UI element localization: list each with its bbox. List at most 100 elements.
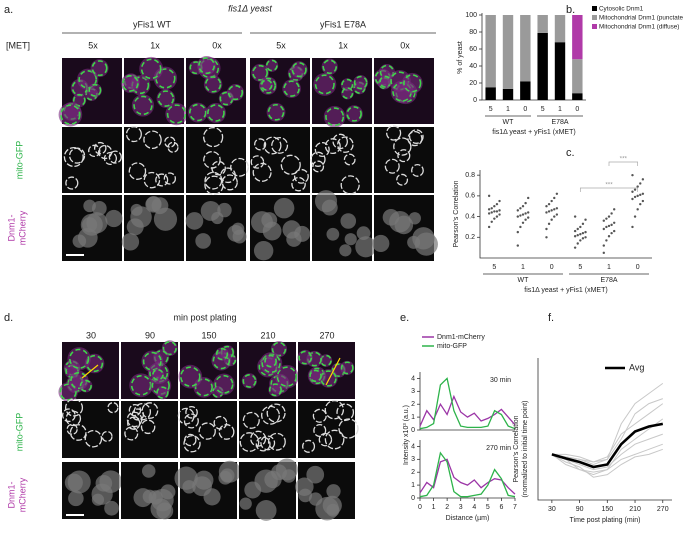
individual-line: [551, 448, 663, 478]
point: [581, 222, 585, 226]
point: [581, 237, 585, 240]
point: [639, 202, 642, 206]
bar-segment: [554, 42, 566, 100]
point: [602, 251, 605, 255]
mito: [280, 154, 301, 175]
mito: [340, 175, 360, 195]
mito: [59, 383, 77, 401]
mito: [259, 77, 277, 94]
point: [579, 239, 582, 242]
legend-label: Mitochondrial Dnm1 (diffuse): [599, 23, 679, 30]
point: [524, 201, 527, 205]
y-tick-label: 1: [411, 482, 415, 489]
mito: [271, 136, 289, 154]
point: [550, 218, 553, 221]
point: [493, 217, 496, 220]
point: [498, 213, 501, 216]
x-tick-label: 5: [541, 106, 545, 113]
x-tick-label: 5: [486, 504, 490, 511]
mito: [313, 423, 327, 437]
mito: [322, 59, 337, 75]
point: [545, 227, 548, 231]
mito: [267, 432, 286, 451]
mito: [140, 419, 156, 435]
point: [584, 230, 587, 234]
cell: [355, 236, 377, 258]
cell: [185, 212, 204, 230]
y-tick-label: 4: [411, 443, 415, 450]
micrograph: [124, 127, 184, 193]
y-tick-label: 4: [411, 375, 415, 382]
x-tick-label: 30: [548, 506, 556, 513]
cell: [83, 199, 96, 213]
mito: [65, 176, 79, 190]
point: [550, 199, 553, 203]
x-tick-label: 0: [636, 264, 640, 271]
axis: [479, 170, 652, 259]
mito: [213, 415, 228, 430]
mito: [79, 379, 92, 392]
y-axis-label: Pearson's Correlation: [453, 180, 460, 247]
cell: [356, 226, 371, 241]
cell: [203, 488, 221, 506]
row-label: Dnm1-: [6, 481, 16, 508]
point: [631, 197, 634, 201]
point: [553, 208, 556, 211]
bar-segment: [502, 15, 514, 89]
mito: [324, 429, 345, 450]
y-tick-label: 0: [411, 427, 415, 434]
mito: [66, 423, 78, 435]
mito: [302, 439, 316, 453]
x-tick-label: 270: [657, 506, 669, 513]
cell: [326, 484, 341, 499]
y-tick-label: 80: [469, 29, 477, 36]
mito: [403, 74, 422, 93]
mito: [128, 162, 147, 180]
cell: [82, 217, 98, 233]
mito: [291, 176, 306, 192]
mito: [101, 430, 113, 442]
mito: [242, 411, 260, 429]
dose-label: 1x: [150, 40, 160, 50]
y-tick-label: 3: [411, 456, 415, 463]
x-tick-label: 1: [558, 106, 562, 113]
cell: [120, 73, 140, 93]
y-tick-label: 2: [411, 401, 415, 408]
mito: [397, 149, 411, 163]
cell: [141, 350, 164, 373]
point: [495, 210, 499, 213]
group-label: WT: [503, 119, 515, 126]
point: [553, 196, 556, 200]
point: [584, 236, 587, 239]
legend-label: Dnm1-mCherry: [437, 334, 485, 341]
mito: [166, 104, 187, 124]
time-title: min post plating: [173, 312, 236, 322]
bar-segment: [572, 93, 583, 100]
point: [573, 229, 577, 233]
cell: [306, 465, 325, 484]
mito: [215, 347, 229, 361]
cell: [67, 470, 91, 494]
cell: [153, 207, 178, 231]
micrograph: [180, 401, 237, 458]
mito: [337, 136, 354, 153]
cell: [126, 218, 144, 236]
x-tick-label: 5: [489, 106, 493, 113]
bar-segment: [554, 15, 566, 43]
mito: [183, 435, 201, 453]
met-label: [MET]: [6, 40, 30, 50]
legend-label: mito-GFP: [437, 343, 467, 350]
cell: [271, 464, 287, 481]
dose-label: 5x: [276, 40, 286, 50]
individual-line: [551, 398, 663, 463]
x-tick-label: 90: [576, 506, 584, 513]
mito: [268, 383, 282, 397]
mito: [338, 418, 359, 439]
cell: [282, 79, 301, 98]
row-label: mito-GFP: [14, 141, 24, 180]
bar-segment: [572, 59, 583, 94]
mito: [84, 429, 103, 448]
mito: [93, 141, 107, 155]
mito: [265, 59, 278, 72]
cell: [250, 211, 273, 234]
